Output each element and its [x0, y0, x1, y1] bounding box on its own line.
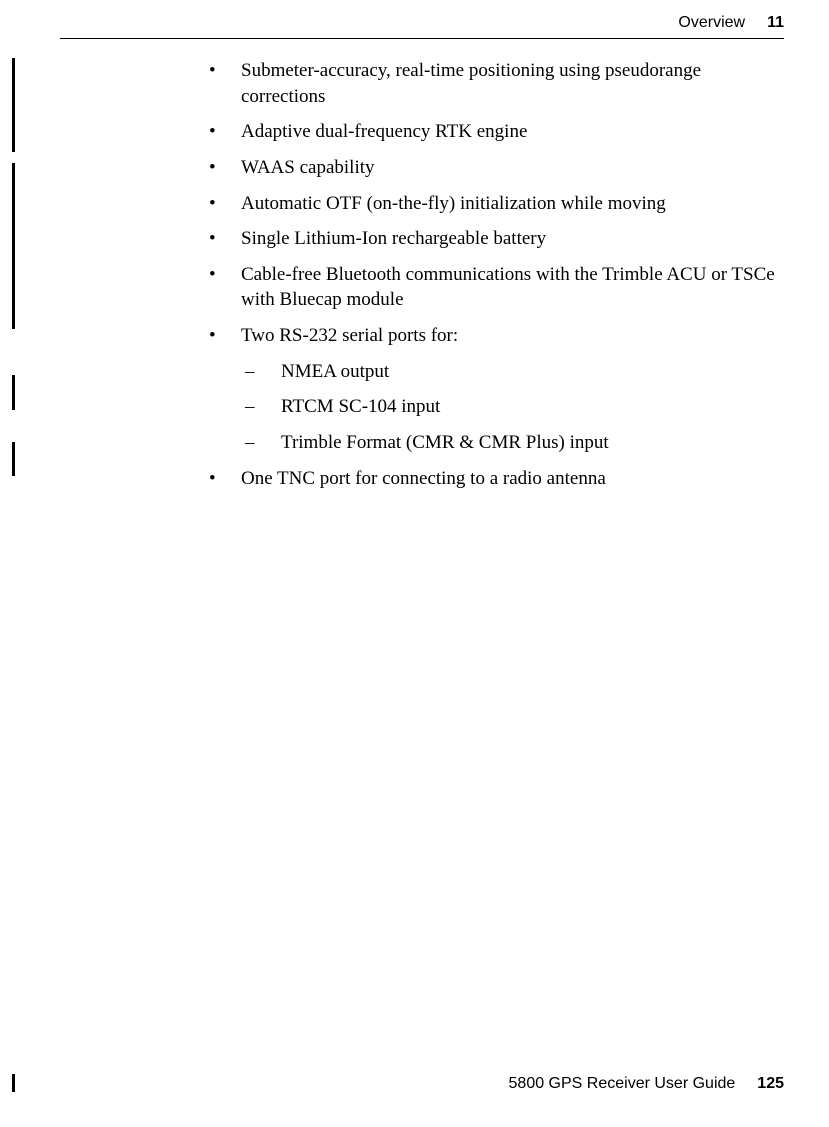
list-item-text: Cable-free Bluetooth communications with…: [241, 264, 775, 311]
list-item-text: One TNC port for connecting to a radio a…: [241, 468, 606, 489]
footer-doc-title: 5800 GPS Receiver User Guide: [509, 1075, 736, 1093]
list-item: Cable-free Bluetooth communications with…: [205, 262, 781, 313]
header-rule: [60, 38, 784, 39]
sub-feature-list: NMEA output RTCM SC-104 input Trimble Fo…: [241, 359, 781, 456]
list-item: Submeter-accuracy, real-time positioning…: [205, 58, 781, 109]
list-item-text: Submeter-accuracy, real-time positioning…: [241, 60, 701, 107]
list-item: Two RS-232 serial ports for: NMEA output…: [205, 323, 781, 456]
sub-list-item-text: RTCM SC-104 input: [281, 396, 440, 417]
footer-page-number: 125: [757, 1075, 784, 1093]
list-item: One TNC port for connecting to a radio a…: [205, 466, 781, 492]
list-item: Single Lithium-Ion rechargeable battery: [205, 226, 781, 252]
body-content: Submeter-accuracy, real-time positioning…: [205, 58, 781, 501]
sub-list-item-text: NMEA output: [281, 361, 389, 382]
revision-bar: [12, 442, 15, 476]
feature-list: Submeter-accuracy, real-time positioning…: [205, 58, 781, 491]
revision-bar: [12, 58, 15, 152]
page-header: Overview 11: [678, 14, 784, 32]
sub-list-item-text: Trimble Format (CMR & CMR Plus) input: [281, 432, 609, 453]
list-item-text: Two RS-232 serial ports for:: [241, 325, 458, 346]
revision-bar: [12, 163, 15, 329]
crop-mark: [12, 1074, 15, 1092]
list-item-text: WAAS capability: [241, 157, 375, 178]
sub-list-item: Trimble Format (CMR & CMR Plus) input: [241, 430, 781, 456]
list-item-text: Automatic OTF (on-the-fly) initializatio…: [241, 193, 666, 214]
revision-bar: [12, 375, 15, 410]
list-item: Adaptive dual-frequency RTK engine: [205, 119, 781, 145]
list-item-text: Single Lithium-Ion rechargeable battery: [241, 228, 546, 249]
header-chapter-number: 11: [767, 14, 784, 32]
page: Overview 11 Submeter-accuracy, real-time…: [0, 0, 829, 1127]
page-footer: 5800 GPS Receiver User Guide 125: [509, 1075, 784, 1093]
list-item: WAAS capability: [205, 155, 781, 181]
sub-list-item: NMEA output: [241, 359, 781, 385]
list-item: Automatic OTF (on-the-fly) initializatio…: [205, 191, 781, 217]
header-section-title: Overview: [678, 14, 745, 32]
list-item-text: Adaptive dual-frequency RTK engine: [241, 121, 527, 142]
sub-list-item: RTCM SC-104 input: [241, 394, 781, 420]
